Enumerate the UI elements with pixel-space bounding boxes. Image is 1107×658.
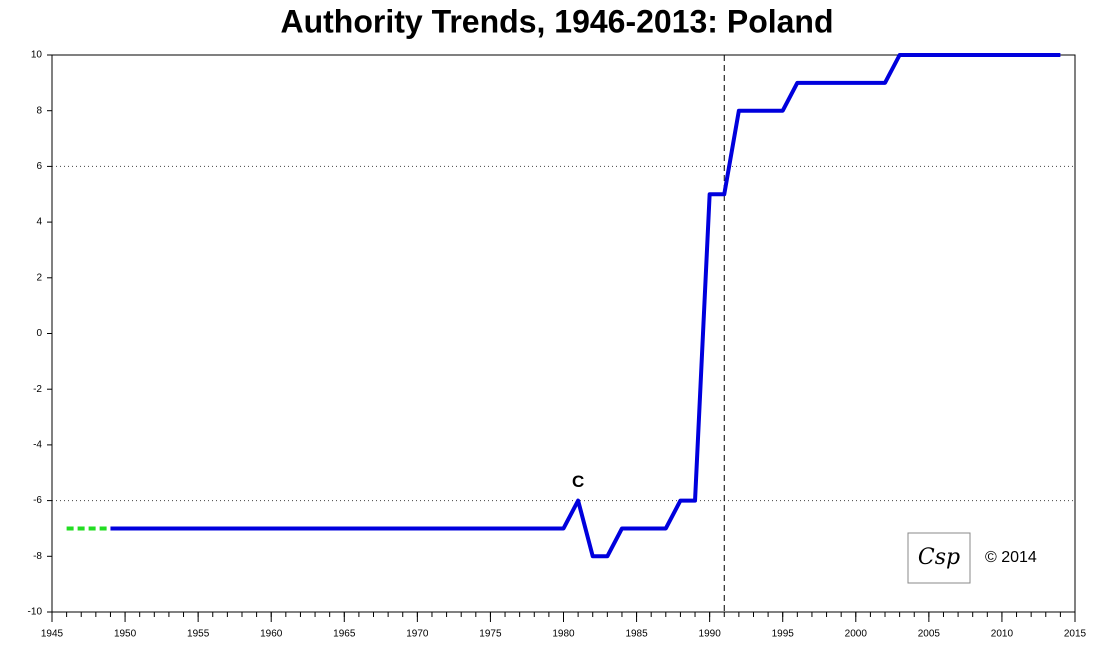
x-tick-label: 1975 — [479, 629, 502, 640]
y-tick-label: 0 — [36, 328, 42, 339]
x-tick-label: 1970 — [406, 629, 429, 640]
line-series — [110, 53, 1061, 559]
y-tick-label: 6 — [36, 161, 42, 172]
x-tick-label: 2000 — [845, 629, 868, 640]
y-tick-label: -2 — [33, 384, 42, 395]
y-tick-label: -4 — [33, 440, 42, 451]
chart-title: Authority Trends, 1946-2013: Poland — [280, 3, 833, 39]
y-tick-label: 4 — [36, 217, 42, 228]
copyright: © 2014 — [985, 549, 1037, 566]
y-tick-label: 10 — [31, 50, 43, 61]
x-tick-label: 2005 — [918, 629, 941, 640]
x-tick-label: 1980 — [552, 629, 575, 640]
y-tick-label: -10 — [28, 607, 43, 618]
x-tick-label: 1965 — [333, 629, 356, 640]
x-tick-label: 2015 — [1064, 629, 1087, 640]
y-tick-label: 8 — [36, 105, 42, 116]
x-tick-label: 2010 — [991, 629, 1014, 640]
annotation: C — [572, 472, 584, 491]
x-tick-label: 1955 — [187, 629, 210, 640]
x-tick-label: 1945 — [41, 629, 64, 640]
x-tick-label: 1950 — [114, 629, 137, 640]
y-tick-label: -8 — [33, 551, 42, 562]
logo: Csp — [918, 545, 960, 570]
x-tick-label: 1985 — [625, 629, 648, 640]
y-tick-label: 2 — [36, 272, 42, 283]
x-tick-label: 1990 — [699, 629, 722, 640]
x-tick-label: 1995 — [772, 629, 795, 640]
y-tick-label: -6 — [33, 495, 42, 506]
x-tick-label: 1960 — [260, 629, 283, 640]
logo-box — [907, 532, 971, 584]
